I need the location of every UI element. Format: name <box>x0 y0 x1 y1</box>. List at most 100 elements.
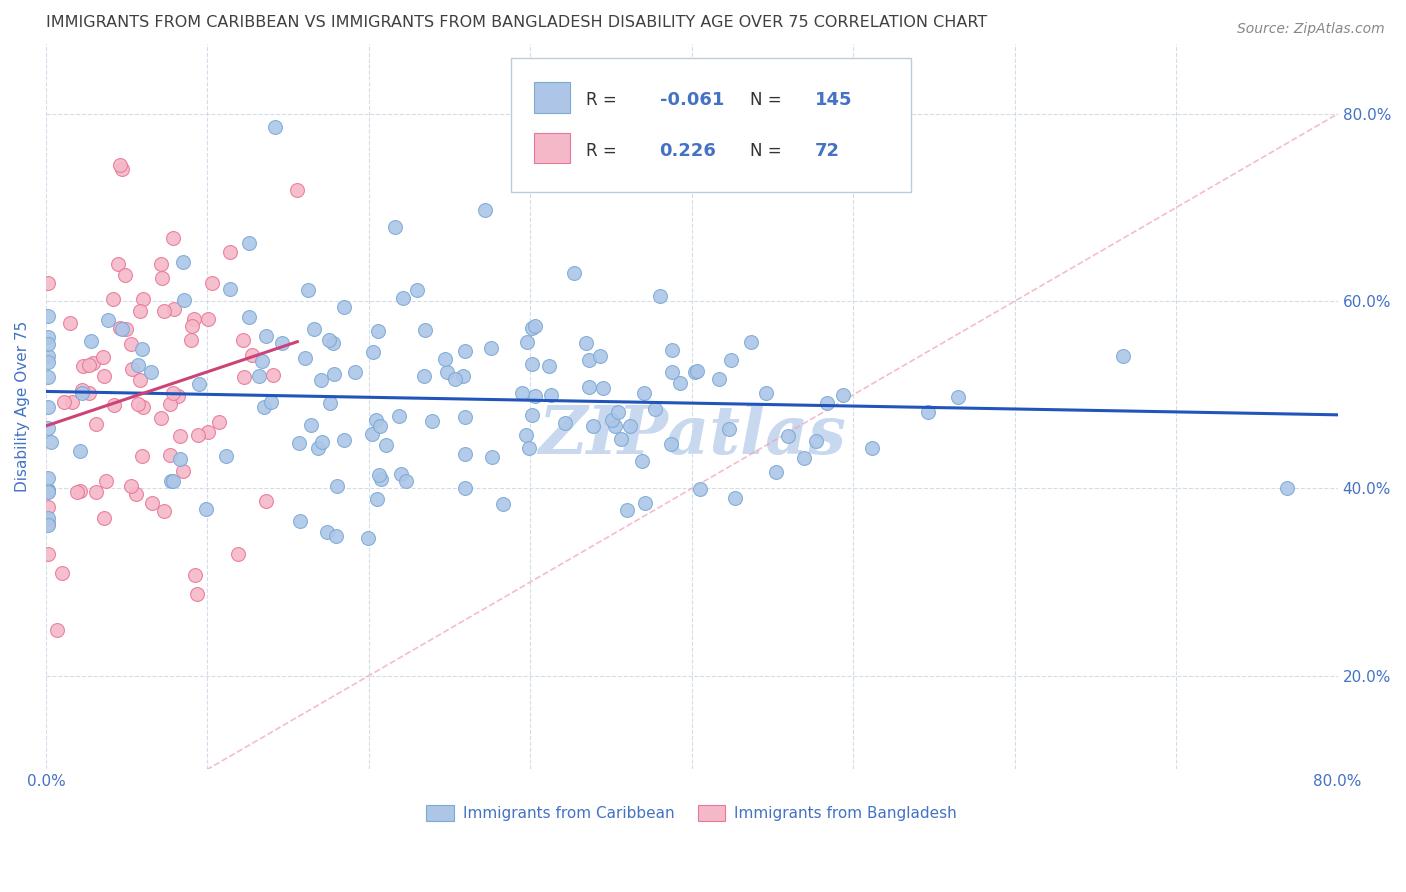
Point <box>127 359 149 373</box>
Point <box>453 410 475 425</box>
Point <box>111 322 134 336</box>
Point <box>718 422 741 436</box>
Point <box>375 438 398 452</box>
Point <box>37 421 59 435</box>
Point <box>288 435 311 450</box>
Point <box>689 482 711 496</box>
Point <box>776 429 799 443</box>
Text: IMMIGRANTS FROM CARIBBEAN VS IMMIGRANTS FROM BANGLADESH DISABILITY AGE OVER 75 C: IMMIGRANTS FROM CARIBBEAN VS IMMIGRANTS … <box>46 15 987 30</box>
Point <box>37 485 59 500</box>
Point <box>186 587 208 601</box>
Point <box>159 448 181 462</box>
Point <box>517 441 540 455</box>
Point <box>39 435 62 450</box>
Point <box>413 322 436 336</box>
Point <box>581 419 603 434</box>
Point <box>108 158 131 172</box>
Point <box>153 304 176 318</box>
Point <box>37 276 59 290</box>
Point <box>77 386 100 401</box>
Point <box>322 336 344 351</box>
Point <box>162 231 184 245</box>
Point <box>262 368 284 383</box>
Point <box>94 474 117 488</box>
Point <box>184 567 207 582</box>
Point <box>474 203 496 218</box>
Point <box>479 341 502 355</box>
Text: N =: N = <box>749 142 787 160</box>
Point <box>271 335 294 350</box>
Point <box>603 419 626 434</box>
Point <box>218 282 240 296</box>
Point <box>451 368 474 383</box>
Point <box>69 483 91 498</box>
Point <box>72 359 94 373</box>
Point <box>131 449 153 463</box>
Point <box>616 503 638 517</box>
Point <box>325 528 347 542</box>
Point <box>367 324 389 338</box>
Y-axis label: Disability Age Over 75: Disability Age Over 75 <box>15 321 30 492</box>
Point <box>82 356 104 370</box>
Point <box>765 466 787 480</box>
Point <box>159 396 181 410</box>
Point <box>406 283 429 297</box>
Point <box>669 376 692 390</box>
Point <box>188 376 211 391</box>
Point <box>131 400 153 414</box>
Point <box>436 365 458 379</box>
Point <box>607 405 630 419</box>
Point <box>512 385 534 400</box>
Point <box>661 343 683 357</box>
Point <box>578 380 600 394</box>
Point <box>37 350 59 364</box>
Point <box>162 301 184 316</box>
Point <box>149 410 172 425</box>
Point <box>169 452 191 467</box>
Point <box>37 547 59 561</box>
Point <box>515 427 537 442</box>
Point <box>37 483 59 498</box>
Point <box>183 312 205 326</box>
Point <box>420 414 443 428</box>
Point <box>395 475 418 489</box>
Point <box>250 353 273 368</box>
Point <box>326 478 349 492</box>
Point <box>253 400 276 414</box>
Point <box>172 464 194 478</box>
Point <box>724 491 747 506</box>
Point <box>159 474 181 488</box>
Point <box>173 293 195 308</box>
Point <box>392 291 415 305</box>
Text: 72: 72 <box>814 142 839 160</box>
Point <box>344 365 367 379</box>
Point <box>516 334 538 349</box>
Point <box>683 365 706 379</box>
Point <box>370 419 392 434</box>
Point <box>644 401 666 416</box>
Point <box>60 394 83 409</box>
Point <box>368 467 391 482</box>
Point <box>316 525 339 540</box>
Point <box>84 417 107 432</box>
Point <box>91 351 114 365</box>
Point <box>434 352 457 367</box>
Point <box>1112 349 1135 363</box>
Point <box>319 396 342 410</box>
Point <box>101 293 124 307</box>
Point <box>589 349 612 363</box>
Point <box>254 329 277 343</box>
Point <box>37 517 59 532</box>
Point <box>260 395 283 409</box>
Point <box>53 395 76 409</box>
FancyBboxPatch shape <box>510 58 911 193</box>
Point <box>125 486 148 500</box>
Point <box>333 434 356 448</box>
Point <box>150 257 173 271</box>
Point <box>187 428 209 442</box>
Point <box>72 384 94 398</box>
Point <box>37 483 59 498</box>
Point <box>806 434 828 449</box>
Point <box>115 322 138 336</box>
Point <box>357 531 380 545</box>
